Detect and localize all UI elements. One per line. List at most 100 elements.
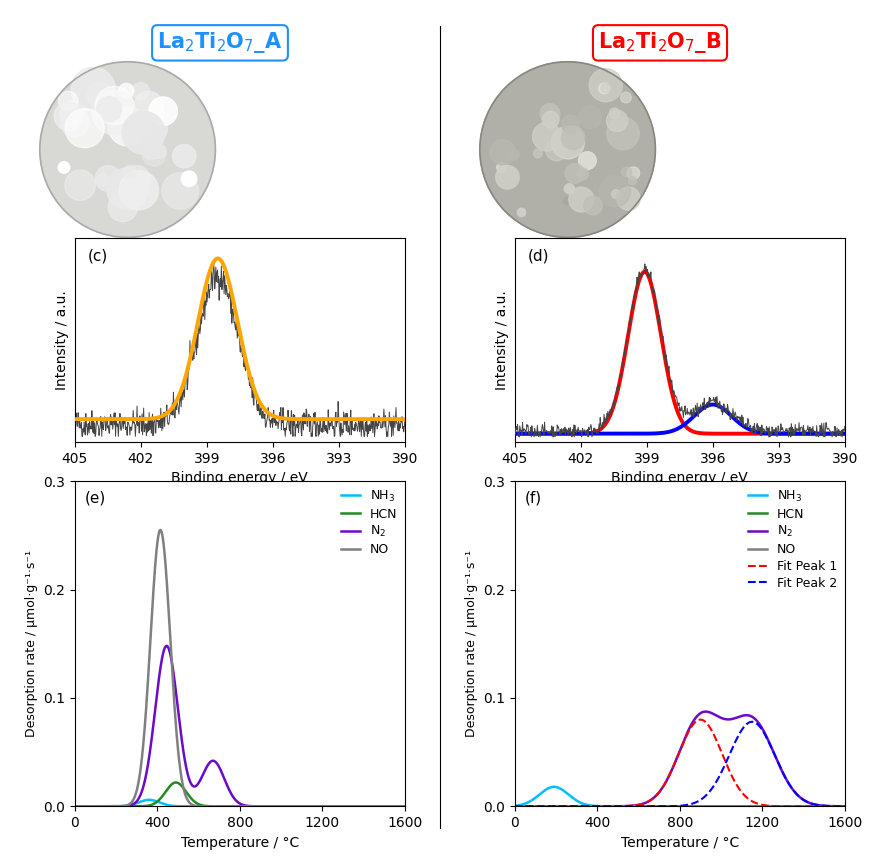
Circle shape	[162, 173, 199, 209]
Fit Peak 1	[833, 801, 844, 812]
N$_2$	[567, 801, 577, 812]
Fit Peak 1	[547, 801, 558, 812]
Circle shape	[149, 97, 178, 126]
N$_2$	[210, 757, 221, 767]
Circle shape	[621, 167, 632, 177]
Line: NH$_3$: NH$_3$	[515, 787, 845, 806]
Circle shape	[71, 68, 115, 112]
Circle shape	[565, 164, 584, 183]
Circle shape	[181, 171, 197, 186]
Circle shape	[65, 108, 104, 147]
NH$_3$	[210, 801, 221, 812]
Line: NH$_3$: NH$_3$	[75, 800, 405, 806]
Circle shape	[627, 167, 640, 179]
HCN	[107, 801, 118, 812]
Circle shape	[40, 62, 216, 238]
Line: Fit Peak 1: Fit Peak 1	[515, 720, 845, 806]
Circle shape	[496, 162, 507, 173]
Fit Peak 1	[797, 801, 808, 812]
Circle shape	[546, 139, 568, 160]
HCN	[840, 801, 850, 812]
NH$_3$	[636, 801, 647, 812]
Circle shape	[495, 166, 519, 189]
N$_2$	[650, 791, 661, 801]
NH$_3$	[549, 782, 560, 792]
Circle shape	[605, 113, 619, 126]
NO	[833, 801, 844, 812]
Circle shape	[87, 82, 112, 108]
Circle shape	[122, 111, 165, 154]
Circle shape	[540, 104, 560, 123]
Circle shape	[106, 168, 148, 210]
HCN	[547, 801, 558, 812]
NH$_3$	[650, 801, 661, 812]
HCN	[171, 778, 181, 788]
Circle shape	[561, 114, 580, 134]
N$_2$	[127, 799, 137, 810]
Circle shape	[61, 108, 89, 137]
Circle shape	[119, 83, 134, 98]
Fit Peak 2	[797, 794, 808, 805]
Y-axis label: Intensity / a.u.: Intensity / a.u.	[495, 290, 510, 390]
HCN	[196, 800, 207, 811]
Circle shape	[517, 208, 525, 217]
Circle shape	[508, 149, 519, 160]
Y-axis label: Desorption rate / μmol·g⁻¹·s⁻¹: Desorption rate / μmol·g⁻¹·s⁻¹	[465, 551, 478, 737]
Circle shape	[60, 101, 85, 126]
X-axis label: Binding energy / eV: Binding energy / eV	[612, 472, 748, 486]
Text: La$_2$Ti$_2$O$_7$_A: La$_2$Ti$_2$O$_7$_A	[158, 30, 282, 55]
Circle shape	[612, 190, 620, 199]
NO	[107, 801, 118, 812]
NO	[196, 801, 207, 812]
Fit Peak 1	[840, 801, 850, 812]
Fit Peak 2	[636, 801, 647, 812]
Circle shape	[143, 142, 166, 166]
Fit Peak 2	[547, 801, 558, 812]
NH$_3$	[107, 801, 118, 812]
Line: NO: NO	[75, 530, 405, 806]
Fit Peak 1	[510, 801, 520, 812]
NO	[797, 801, 808, 812]
HCN	[357, 801, 368, 812]
Circle shape	[134, 120, 153, 139]
Circle shape	[119, 171, 158, 210]
NH$_3$	[797, 801, 808, 812]
Text: (c): (c)	[88, 249, 108, 264]
Line: HCN: HCN	[75, 783, 405, 806]
N$_2$	[636, 799, 647, 810]
Circle shape	[532, 122, 561, 151]
HCN	[797, 801, 808, 812]
Circle shape	[490, 140, 516, 165]
NH$_3$	[510, 800, 520, 811]
Circle shape	[123, 166, 136, 179]
Text: (e): (e)	[84, 491, 106, 506]
Circle shape	[609, 108, 620, 119]
Circle shape	[601, 83, 611, 93]
NH$_3$	[833, 801, 844, 812]
Circle shape	[563, 197, 572, 205]
Fit Peak 1	[695, 714, 706, 725]
NO	[650, 801, 661, 812]
Circle shape	[578, 152, 597, 170]
Circle shape	[598, 83, 609, 94]
HCN	[210, 801, 221, 812]
Circle shape	[92, 90, 136, 134]
Circle shape	[564, 184, 575, 193]
Line: Fit Peak 2: Fit Peak 2	[515, 722, 845, 806]
HCN	[70, 801, 80, 812]
NO	[510, 801, 520, 812]
Fit Peak 2	[510, 801, 520, 812]
Circle shape	[134, 91, 163, 121]
Circle shape	[97, 96, 121, 121]
Circle shape	[568, 187, 594, 212]
NH$_3$	[357, 801, 368, 812]
N$_2$	[840, 801, 850, 812]
NH$_3$	[400, 801, 410, 812]
N$_2$	[393, 801, 404, 812]
Circle shape	[480, 62, 656, 238]
Circle shape	[108, 107, 147, 146]
NO	[636, 801, 647, 812]
NH$_3$	[393, 801, 404, 812]
N$_2$	[833, 801, 844, 812]
Circle shape	[533, 149, 542, 158]
